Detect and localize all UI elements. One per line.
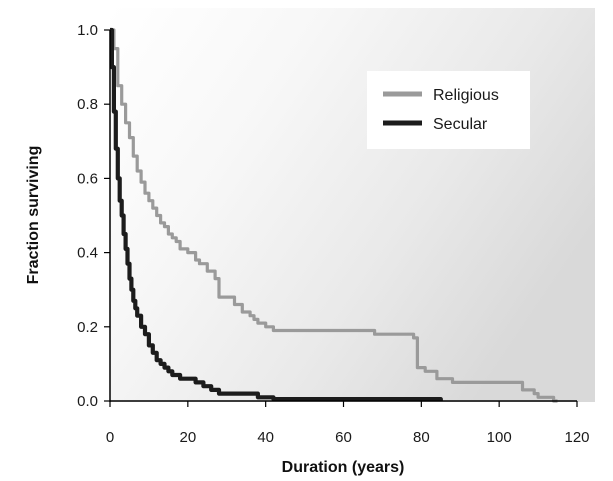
y-tick-label: 0.6 <box>77 170 98 187</box>
legend-label-secular: Secular <box>433 116 488 133</box>
x-tick-label: 120 <box>564 429 589 446</box>
y-tick-label: 0.0 <box>77 393 98 410</box>
x-tick-label: 60 <box>335 429 352 446</box>
x-tick-label: 20 <box>179 429 196 446</box>
x-tick-label: 0 <box>106 429 114 446</box>
y-tick-label: 0.8 <box>77 96 98 113</box>
series-line-secular <box>109 27 443 402</box>
y-tick-label: 0.2 <box>77 319 98 336</box>
y-axis-title: Fraction surviving <box>25 146 42 285</box>
series-layer <box>109 27 558 403</box>
x-axis-title: Duration (years) <box>282 459 405 476</box>
x-tick-label: 40 <box>257 429 274 446</box>
plot-background <box>110 8 595 402</box>
series-line-religious <box>110 28 558 403</box>
x-tick-label: 80 <box>413 429 430 446</box>
y-tick-label: 0.4 <box>77 245 98 262</box>
tick-layer: 0 20 40 60 80 100 120 0.0 0.2 0.4 0.6 0.8 1.0 <box>77 22 589 446</box>
x-tick-label: 100 <box>487 429 512 446</box>
y-tick-label: 1.0 <box>77 22 98 39</box>
legend-label-religious: Religious <box>433 87 499 104</box>
legend: Religious Secular <box>367 71 530 149</box>
legend-box <box>367 71 530 149</box>
